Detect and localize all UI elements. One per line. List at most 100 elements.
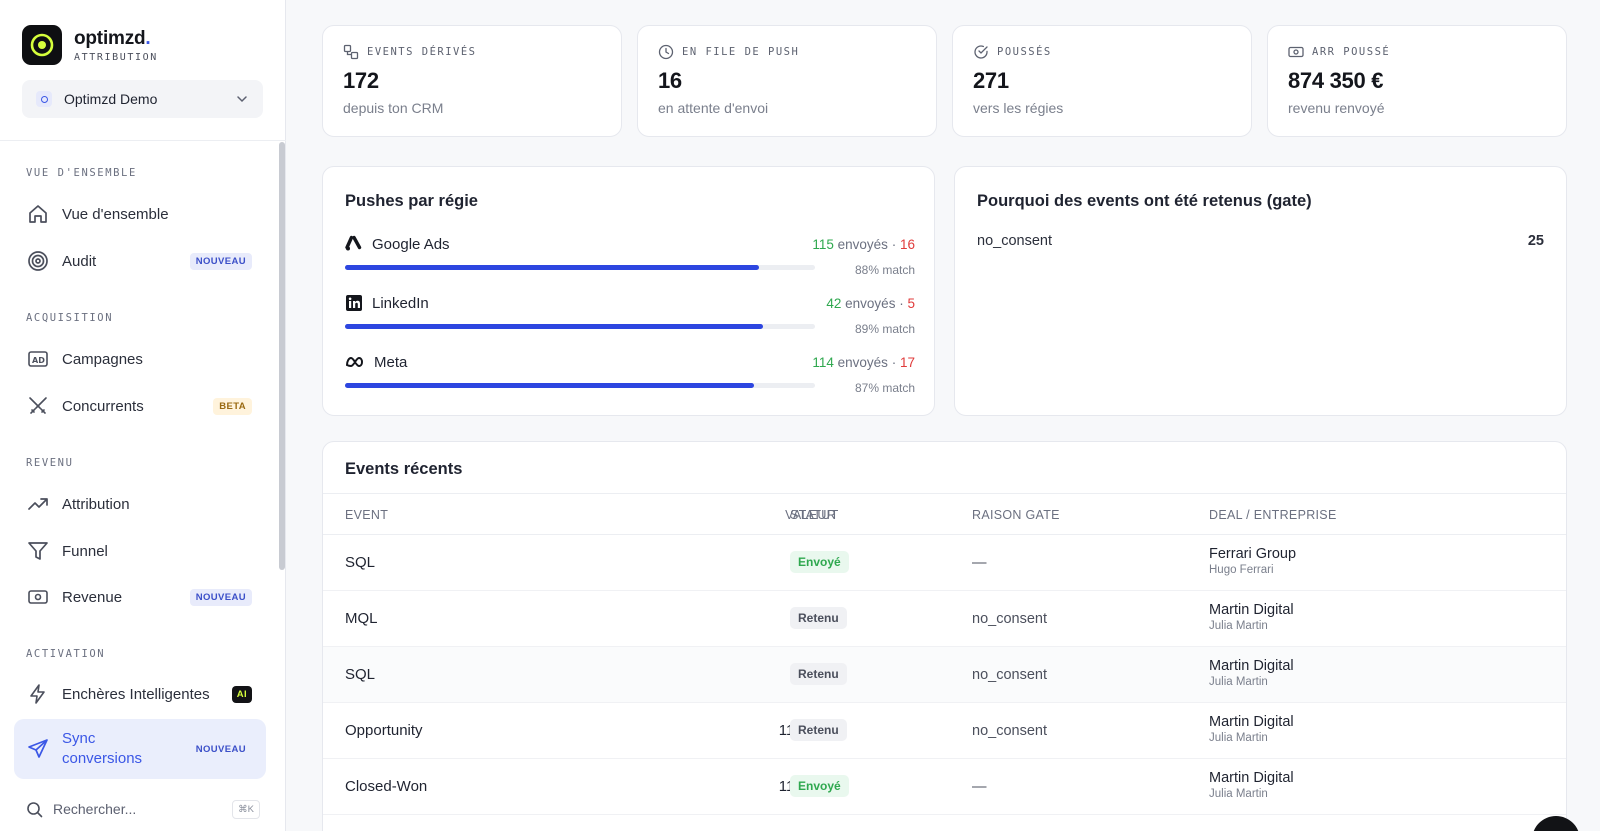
svg-text:AD: AD <box>32 356 45 365</box>
deal-info: Ferrari Group Hugo Ferrari <box>1209 546 1296 576</box>
shortcut-hint: ⌘K <box>232 799 260 819</box>
table-row[interactable]: Opportunity 11 200 € Retenu no_consent M… <box>323 703 1566 759</box>
stat-subtitle: en attente d'envoi <box>658 100 769 116</box>
platform-stats: 115 envoyés · 16 <box>812 236 915 252</box>
brand-name: optimzd. <box>74 27 151 49</box>
deal-person: Julia Martin <box>1209 732 1268 744</box>
sidebar-item-funnel[interactable]: Funnel <box>14 530 266 572</box>
deal-person: Hugo Ferrari <box>1209 564 1274 576</box>
table-row[interactable]: SQL 200 € Envoyé — Ferrari Group Hugo Fe… <box>323 535 1566 591</box>
match-rate: 87% match <box>854 381 915 395</box>
pushes-by-platform-card: Pushes par régie Google Ads 115 envoyés … <box>322 166 935 416</box>
deal-person: Julia Martin <box>1209 676 1268 688</box>
table-row[interactable]: MQL 50 € Retenu no_consent Martin Digita… <box>323 591 1566 647</box>
table-row[interactable]: Closed-Won 11 200 € Envoyé — Martin Digi… <box>323 759 1566 815</box>
sidebar-item-label: Revenue <box>62 588 123 606</box>
workspace-selector[interactable]: Optimzd Demo <box>22 80 263 118</box>
sidebar-item-competitors[interactable]: Concurrents BETA <box>14 385 266 427</box>
money-icon <box>1288 46 1304 58</box>
platform-stats: 42 envoyés · 5 <box>826 295 915 311</box>
card-title: Pourquoi des events ont été retenus (gat… <box>977 192 1312 210</box>
new-badge: NOUVEAU <box>195 743 246 755</box>
column-header-status[interactable]: STATUT <box>790 508 839 522</box>
send-icon <box>26 737 50 761</box>
bolt-icon <box>26 682 50 706</box>
stat-label: EVENTS DÉRIVÉS <box>367 46 477 58</box>
gate-reason: no_consent <box>972 611 1047 627</box>
deal-company: Martin Digital <box>1209 602 1294 618</box>
chevron-down-icon <box>237 96 247 103</box>
platform-row-google-ads: Google Ads 115 envoyés · 16 88% match <box>345 233 915 289</box>
match-progress-fill <box>345 265 759 270</box>
card-title: Events récents <box>345 460 463 478</box>
swords-icon <box>26 394 50 418</box>
deal-info: Martin Digital Julia Martin <box>1209 658 1294 688</box>
platform-name: Meta <box>374 353 408 371</box>
new-badge: NOUVEAU <box>189 588 252 606</box>
event-name: SQL <box>345 554 376 571</box>
match-progress-bar <box>345 265 815 270</box>
ai-badge: AI <box>231 685 252 703</box>
platform-name: Google Ads <box>372 235 450 253</box>
status-badge: Retenu <box>790 719 847 741</box>
column-header-value[interactable]: VALEUR <box>785 508 836 522</box>
brand[interactable]: optimzd. ATTRIBUTION <box>22 25 158 65</box>
google-ads-icon <box>345 235 362 251</box>
ad-icon: AD <box>26 347 50 371</box>
platform-stats: 114 envoyés · 17 <box>812 354 915 370</box>
section-label-activation: ACTIVATION <box>26 648 106 660</box>
brand-subtitle: ATTRIBUTION <box>74 51 158 63</box>
help-chat-button[interactable] <box>1532 816 1580 831</box>
beta-badge: BETA <box>213 397 252 415</box>
gate-reason: no_consent <box>977 233 1052 249</box>
match-progress-bar <box>345 383 815 388</box>
status-badge: Retenu <box>790 663 847 685</box>
sidebar-item-campaigns[interactable]: AD Campagnes <box>14 338 266 380</box>
gate-reason: — <box>972 779 987 795</box>
section-label-acquisition: ACQUISITION <box>26 312 114 324</box>
event-name: Opportunity <box>345 722 423 739</box>
match-rate: 88% match <box>854 263 915 277</box>
table-header: EVENT VALEUR STATUT RAISON GATE DEAL / E… <box>323 493 1566 535</box>
sidebar-item-revenue[interactable]: Revenue NOUVEAU <box>14 576 266 618</box>
stat-subtitle: vers les régies <box>973 100 1064 116</box>
home-icon <box>26 202 50 226</box>
status-badge: Envoyé <box>790 551 849 573</box>
gate-reason: — <box>972 555 987 571</box>
column-header-gate-reason[interactable]: RAISON GATE <box>972 508 1060 522</box>
sidebar-search[interactable]: ⌘K <box>26 797 260 821</box>
target-icon <box>26 249 50 273</box>
sidebar-scrollbar[interactable] <box>279 142 285 570</box>
sidebar-item-label: Enchères Intelligentes <box>62 685 210 703</box>
platform-row-linkedin: LinkedIn 42 envoyés · 5 89% match <box>345 292 915 348</box>
sidebar-item-smart-bidding[interactable]: Enchères Intelligentes AI <box>14 673 266 715</box>
meta-icon <box>345 356 364 368</box>
stat-card-derived-events: EVENTS DÉRIVÉS 172 depuis ton CRM <box>322 25 622 137</box>
deal-info: Martin Digital Julia Martin <box>1209 602 1294 632</box>
stat-label: ARR POUSSÉ <box>1312 46 1391 58</box>
sidebar-item-label: Vue d'ensemble <box>62 205 169 223</box>
stat-value: 874 350 € <box>1288 68 1384 93</box>
sidebar-item-sync-conversions[interactable]: Sync conversions NOUVEAU <box>14 719 266 779</box>
stat-label: EN FILE DE PUSH <box>682 46 800 58</box>
stat-value: 16 <box>658 68 682 93</box>
workspace-name: Optimzd Demo <box>64 91 158 107</box>
new-badge: NOUVEAU <box>189 252 252 270</box>
sidebar-item-overview[interactable]: Vue d'ensemble <box>14 193 266 235</box>
sidebar-item-audit[interactable]: Audit NOUVEAU <box>14 240 266 282</box>
search-icon <box>27 801 43 817</box>
search-input[interactable] <box>53 801 213 817</box>
deal-person: Julia Martin <box>1209 788 1268 800</box>
stat-card-arr-pushed: ARR POUSSÉ 874 350 € revenu renvoyé <box>1267 25 1567 137</box>
column-header-event[interactable]: EVENT <box>345 508 389 522</box>
sidebar-item-label: Sync conversions <box>62 730 143 767</box>
derive-icon <box>343 44 359 60</box>
sidebar-item-attribution[interactable]: Attribution <box>14 483 266 525</box>
workspace-icon <box>36 91 52 107</box>
sidebar-item-label: Campagnes <box>62 350 143 368</box>
check-circle-icon <box>974 45 988 59</box>
filter-icon <box>26 539 50 563</box>
table-row[interactable]: SQL 200 € Retenu no_consent Martin Digit… <box>323 647 1566 703</box>
card-title: Pushes par régie <box>345 192 478 210</box>
column-header-deal[interactable]: DEAL / ENTREPRISE <box>1209 508 1337 522</box>
